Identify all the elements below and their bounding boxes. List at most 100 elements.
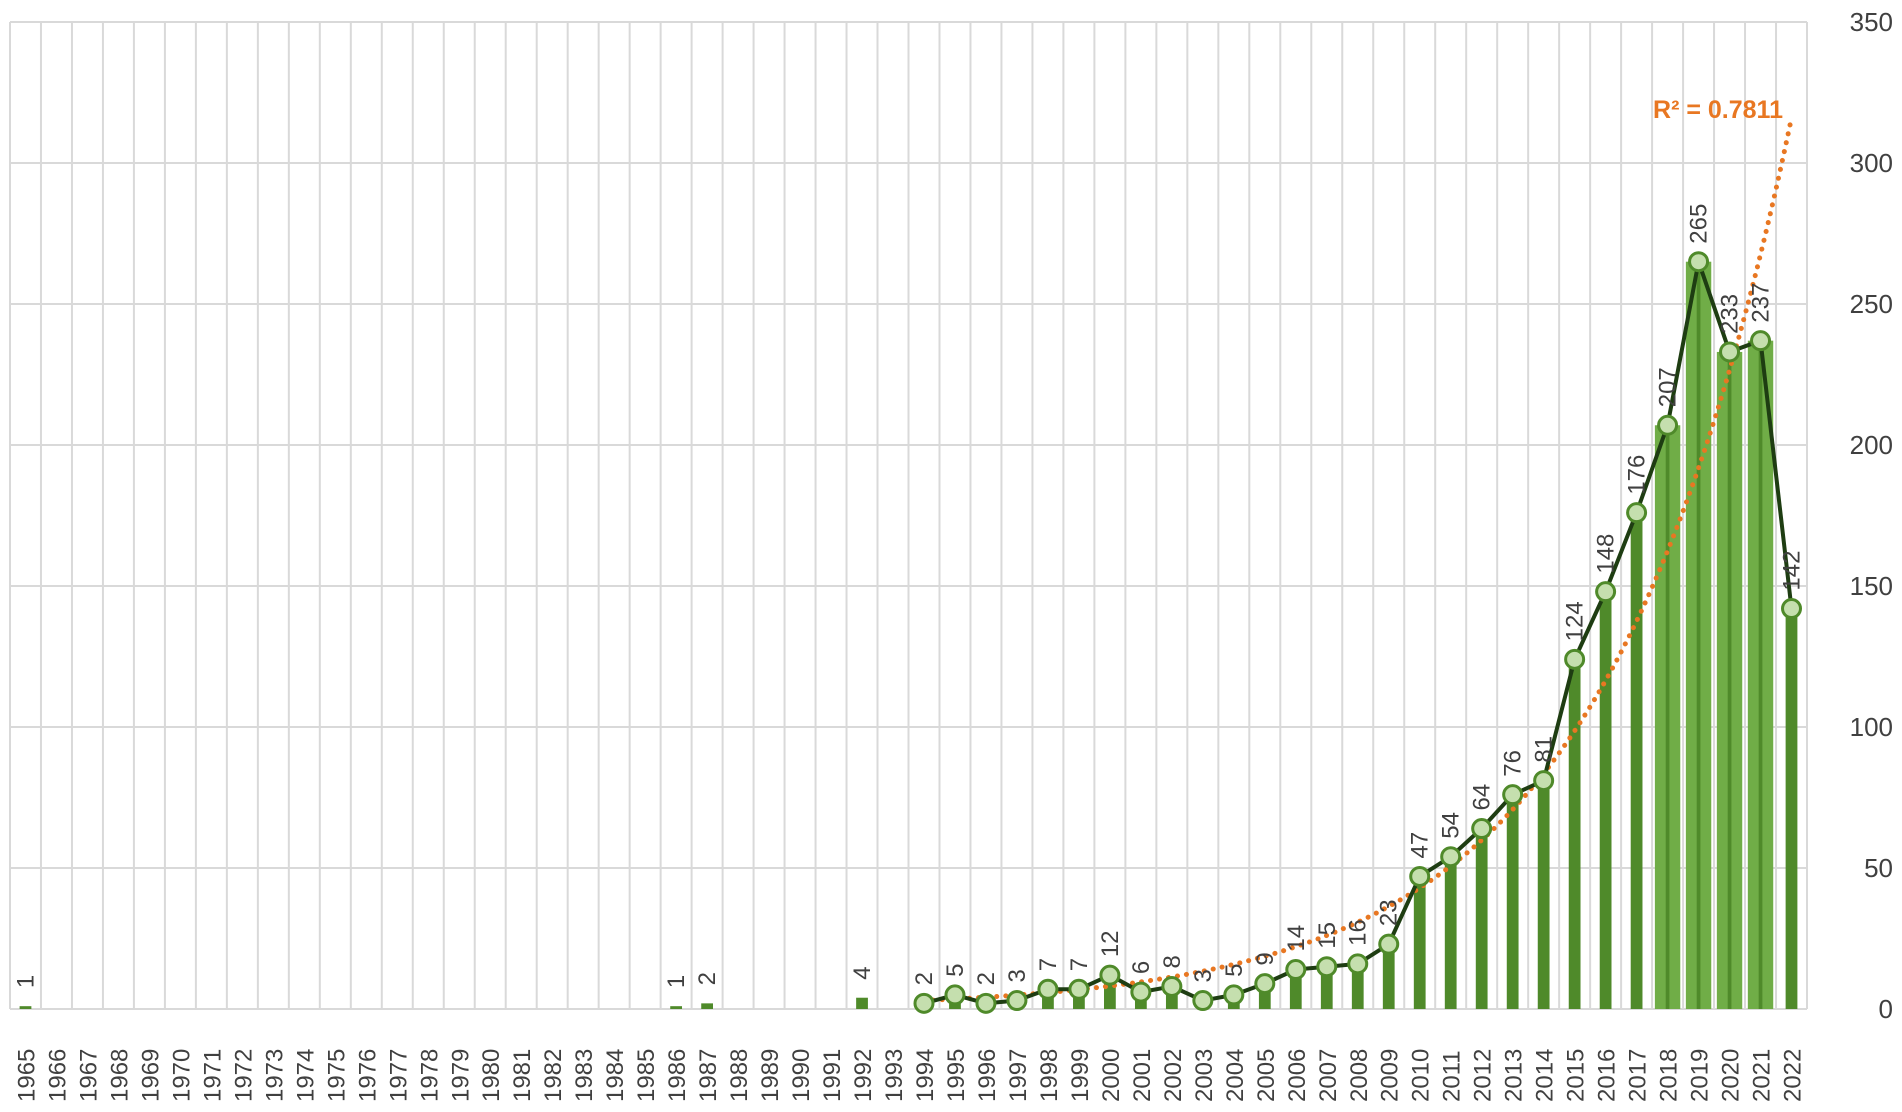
x-tick-label: 1974 (292, 1049, 319, 1102)
x-tick-label: 2017 (1625, 1049, 1652, 1102)
line-marker (1781, 598, 1803, 620)
x-tick-label: 2012 (1470, 1049, 1497, 1102)
x-tick-label: 2018 (1656, 1049, 1683, 1102)
line-marker (1440, 846, 1462, 868)
bar (1537, 780, 1550, 1009)
bar-group (19, 1006, 32, 1009)
x-tick-label: 1982 (540, 1049, 567, 1102)
x-tick-label: 2013 (1501, 1049, 1528, 1102)
x-tick-label: 2019 (1687, 1049, 1714, 1102)
data-label: 124 (1562, 601, 1589, 641)
y-tick-label: 250 (1850, 289, 1893, 319)
x-tick-label: 1970 (168, 1049, 195, 1102)
line-marker (913, 992, 935, 1014)
x-tick-label: 1968 (106, 1049, 133, 1102)
x-tick-label: 2016 (1594, 1049, 1621, 1102)
data-label: 4 (849, 966, 876, 979)
bar-group (1351, 963, 1364, 1009)
x-tick-label: 1996 (974, 1049, 1001, 1102)
data-label: 148 (1593, 534, 1620, 574)
line-marker (1657, 414, 1679, 436)
data-label: 15 (1314, 922, 1341, 949)
grid (9, 21, 1808, 1010)
bar-group (1599, 591, 1612, 1009)
x-tick-label: 2014 (1532, 1049, 1559, 1102)
trendline-r2-label: R² = 0.7811 (1653, 96, 1783, 124)
bar-group (1630, 512, 1643, 1009)
bar-group (1654, 425, 1681, 1009)
y-tick-label: 0 (1879, 994, 1893, 1024)
bar-group (670, 1006, 683, 1009)
data-label: 237 (1748, 283, 1775, 323)
bar-group (1165, 986, 1178, 1009)
x-tick-label: 1993 (881, 1049, 908, 1102)
data-label: 7 (1066, 958, 1093, 971)
x-tick-label: 2000 (1098, 1049, 1125, 1102)
bar-inner-stripe (1727, 351, 1732, 1009)
bar-inner-stripe (1696, 261, 1701, 1009)
data-label: 5 (1221, 964, 1248, 977)
x-tick-label: 1965 (13, 1049, 40, 1102)
line-marker (1254, 973, 1276, 995)
data-label: 12 (1097, 930, 1124, 957)
data-label: 207 (1655, 367, 1682, 407)
data-label: 7 (1035, 958, 1062, 971)
bar-group (1382, 944, 1395, 1009)
line-marker (1068, 978, 1090, 1000)
x-tick-label: 1986 (664, 1049, 691, 1102)
bar-group (1413, 876, 1426, 1009)
bar-group (1747, 340, 1774, 1009)
bar (856, 997, 868, 1009)
x-tick-label: 1995 (943, 1049, 970, 1102)
x-tick-label: 2005 (1253, 1049, 1280, 1102)
x-tick-label: 1979 (447, 1049, 474, 1102)
line-marker (944, 984, 966, 1006)
line-marker (1502, 784, 1524, 806)
x-tick-label: 1980 (478, 1049, 505, 1102)
line-marker (1223, 984, 1245, 1006)
line-marker (1688, 251, 1710, 273)
x-tick-label: 2008 (1346, 1049, 1373, 1102)
data-label: 23 (1376, 899, 1403, 926)
data-label: 81 (1531, 736, 1558, 763)
bar (1289, 969, 1302, 1009)
x-tick-label: 1967 (75, 1049, 102, 1102)
x-tick-label: 2002 (1160, 1049, 1187, 1102)
data-label: 2 (694, 972, 721, 985)
line-marker (1564, 648, 1586, 670)
bar-group (856, 997, 868, 1009)
line-marker (1161, 975, 1183, 997)
bar-group (1568, 659, 1581, 1009)
bar-group (1320, 966, 1333, 1009)
x-tick-label: 1977 (385, 1049, 412, 1102)
y-tick-label: 350 (1850, 7, 1893, 37)
x-tick-label: 1975 (323, 1049, 350, 1102)
data-label: 176 (1624, 455, 1651, 495)
x-tick-label: 1987 (695, 1049, 722, 1102)
y-tick-label: 200 (1850, 430, 1893, 460)
data-label: 3 (1190, 969, 1217, 982)
data-label: 233 (1717, 294, 1744, 334)
data-label: 8 (1159, 955, 1186, 968)
line-marker (1471, 818, 1493, 840)
bar (1568, 659, 1581, 1009)
x-tick-label: 1999 (1067, 1049, 1094, 1102)
x-tick-label: 2001 (1129, 1049, 1156, 1102)
x-tick-label: 2011 (1439, 1050, 1466, 1102)
line-marker (1719, 341, 1741, 363)
line-marker (1316, 956, 1338, 978)
bar-group (1258, 983, 1271, 1009)
bar-group (1785, 608, 1798, 1009)
bar (1382, 944, 1395, 1009)
x-tick-label: 1997 (1005, 1049, 1032, 1102)
line-marker (1192, 990, 1214, 1012)
x-tick-label: 2007 (1315, 1049, 1342, 1102)
bar (670, 1006, 683, 1009)
x-tick-label: 2022 (1780, 1049, 1807, 1102)
data-label: 64 (1469, 784, 1496, 811)
x-tick-label: 1992 (850, 1049, 877, 1102)
x-tick-label: 1994 (912, 1049, 939, 1102)
